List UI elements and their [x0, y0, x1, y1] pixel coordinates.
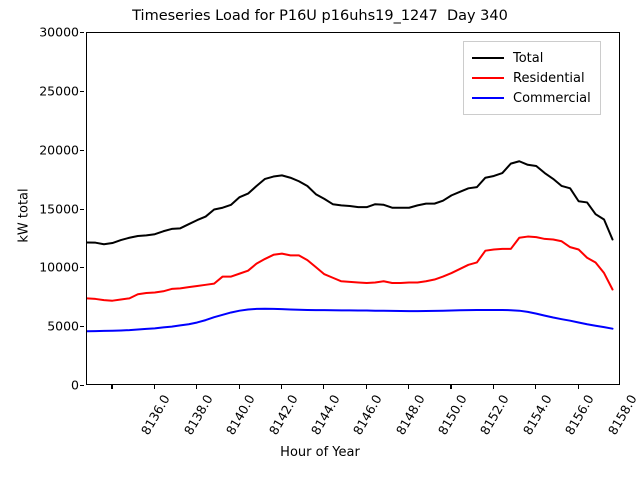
y-tick-mark [80, 90, 84, 92]
x-tick-label: 8154.0 [519, 392, 555, 438]
y-tick-mark [80, 32, 84, 34]
y-tick-mark [80, 208, 84, 210]
chart-title: Timeseries Load for P16U p16uhs19_1247 D… [132, 8, 508, 24]
legend-label: Total [513, 50, 544, 66]
y-tick-mark [80, 385, 84, 387]
x-tick-label: 8158.0 [604, 392, 640, 438]
x-tick-label: 8150.0 [434, 392, 470, 438]
series-line-total [87, 160, 614, 246]
y-tick-label: 10000 [39, 259, 79, 275]
y-tick-label: 0 [71, 377, 79, 393]
y-tick-label: 5000 [47, 318, 79, 334]
legend-swatch-icon [472, 97, 504, 99]
plot-lines [87, 160, 614, 333]
x-tick-label: 8152.0 [477, 392, 513, 438]
legend-swatch-icon [472, 77, 504, 79]
x-tick-label: 8140.0 [223, 392, 258, 438]
series-line-commercial [87, 307, 614, 333]
legend-item-commercial: Commercial [472, 88, 591, 108]
legend-swatch-icon [472, 57, 504, 59]
x-tick-mark [450, 385, 452, 389]
x-tick-mark [323, 385, 325, 389]
x-tick-label: 8136.0 [138, 392, 174, 438]
y-tick-mark [80, 326, 84, 328]
legend-label: Residential [513, 70, 585, 86]
series-line-residential [87, 235, 614, 302]
x-tick-label: 8146.0 [350, 392, 386, 438]
y-tick-label: 20000 [39, 142, 79, 158]
legend-item-residential: Residential [472, 68, 591, 88]
plot-area [86, 32, 620, 385]
y-tick-label: 30000 [39, 24, 79, 40]
x-tick-mark [365, 385, 367, 389]
x-tick-label: 8138.0 [180, 392, 216, 438]
x-tick-label: 8144.0 [307, 392, 343, 438]
x-tick-label: 8156.0 [562, 392, 597, 438]
legend-label: Commercial [513, 90, 591, 106]
y-axis-tick-marks [0, 32, 86, 387]
x-tick-mark [492, 385, 494, 389]
x-tick-mark [153, 385, 155, 389]
x-axis-label: Hour of Year [280, 445, 360, 460]
x-tick-mark [408, 385, 410, 389]
y-tick-label: 15000 [39, 201, 79, 216]
legend-item-total: Total [472, 48, 591, 68]
y-tick-mark [80, 267, 84, 269]
x-tick-mark [577, 385, 579, 389]
x-tick-mark [111, 385, 113, 389]
y-axis-tick-labels: 0 5000 10000 15000 20000 25000 30000 [0, 25, 79, 393]
chart-legend: Total Residential Commercial [463, 41, 601, 115]
x-tick-mark [238, 385, 240, 389]
x-axis-tick-marks [86, 385, 620, 390]
x-tick-mark [535, 385, 537, 389]
x-tick-mark [196, 385, 198, 389]
y-tick-mark [80, 149, 84, 151]
y-tick-label: 25000 [39, 83, 79, 99]
x-tick-label: 8142.0 [265, 392, 301, 438]
x-tick-mark [280, 385, 283, 389]
x-tick-label: 8148.0 [392, 392, 428, 438]
